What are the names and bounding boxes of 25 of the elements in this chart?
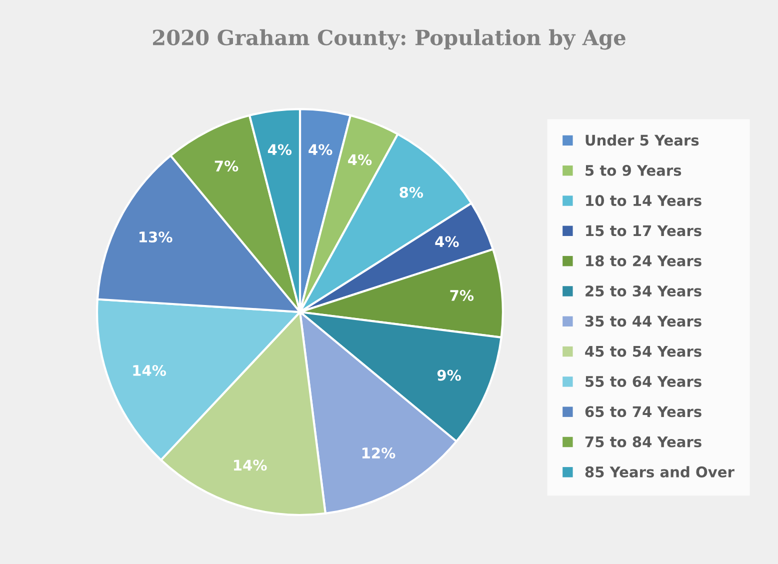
legend-label: 18 to 24 Years xyxy=(586,255,702,266)
data-label: 8% xyxy=(400,186,424,198)
data-label: 7% xyxy=(450,290,474,301)
data-label: 4% xyxy=(308,144,332,156)
legend-label: 25 to 34 Years xyxy=(586,286,702,297)
chart-title: 2020 Graham County: Population by Age xyxy=(153,29,626,50)
legend-label: 15 to 17 Years xyxy=(586,225,702,236)
data-label: 9% xyxy=(437,370,461,381)
data-label: 14% xyxy=(133,364,166,376)
data-label: 14% xyxy=(234,460,267,471)
legend-label: 45 to 54 Years xyxy=(585,346,702,357)
legend-label: 10 to 14 Years xyxy=(586,195,702,206)
legend-label: 5 to 9 Years xyxy=(586,164,682,176)
data-label: 4% xyxy=(435,236,459,248)
legend-label: Under 5 Years xyxy=(586,134,699,146)
data-label: 13% xyxy=(140,231,172,243)
legend-label: 75 to 84 Years xyxy=(585,436,702,448)
data-label: 4% xyxy=(348,154,372,166)
data-label: 12% xyxy=(362,447,396,459)
legend-label: 65 to 74 Years xyxy=(585,406,702,418)
legend-label: 35 to 44 Years xyxy=(585,316,702,327)
data-label: 4% xyxy=(268,144,292,156)
legend-label: 85 Years and Over xyxy=(585,466,734,478)
data-label: 7% xyxy=(214,160,238,172)
legend-label: 55 to 64 Years xyxy=(586,376,702,387)
